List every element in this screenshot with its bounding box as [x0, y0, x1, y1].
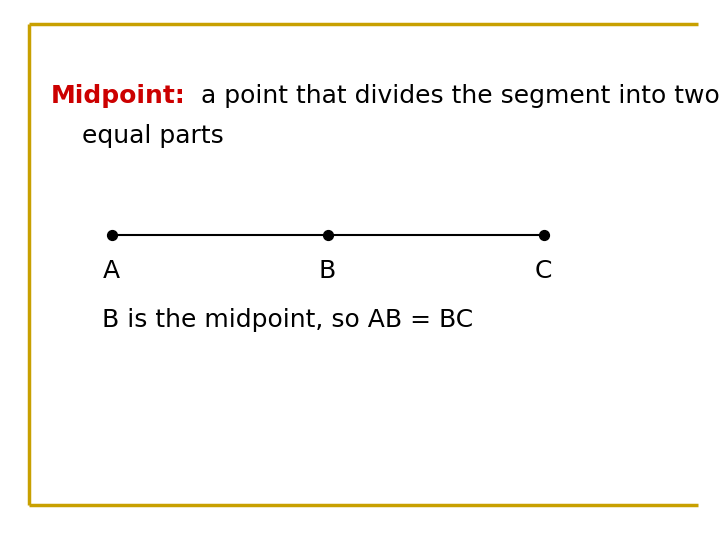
Point — [322, 231, 333, 239]
Text: B: B — [319, 259, 336, 283]
Point — [538, 231, 549, 239]
Text: A: A — [103, 259, 120, 283]
Text: a point that divides the segment into two: a point that divides the segment into tw… — [185, 84, 720, 107]
Text: B is the midpoint, so AB = BC: B is the midpoint, so AB = BC — [102, 308, 474, 332]
Point — [106, 231, 117, 239]
Text: equal parts: equal parts — [50, 124, 224, 148]
Text: Midpoint:: Midpoint: — [50, 84, 185, 107]
Text: C: C — [535, 259, 552, 283]
